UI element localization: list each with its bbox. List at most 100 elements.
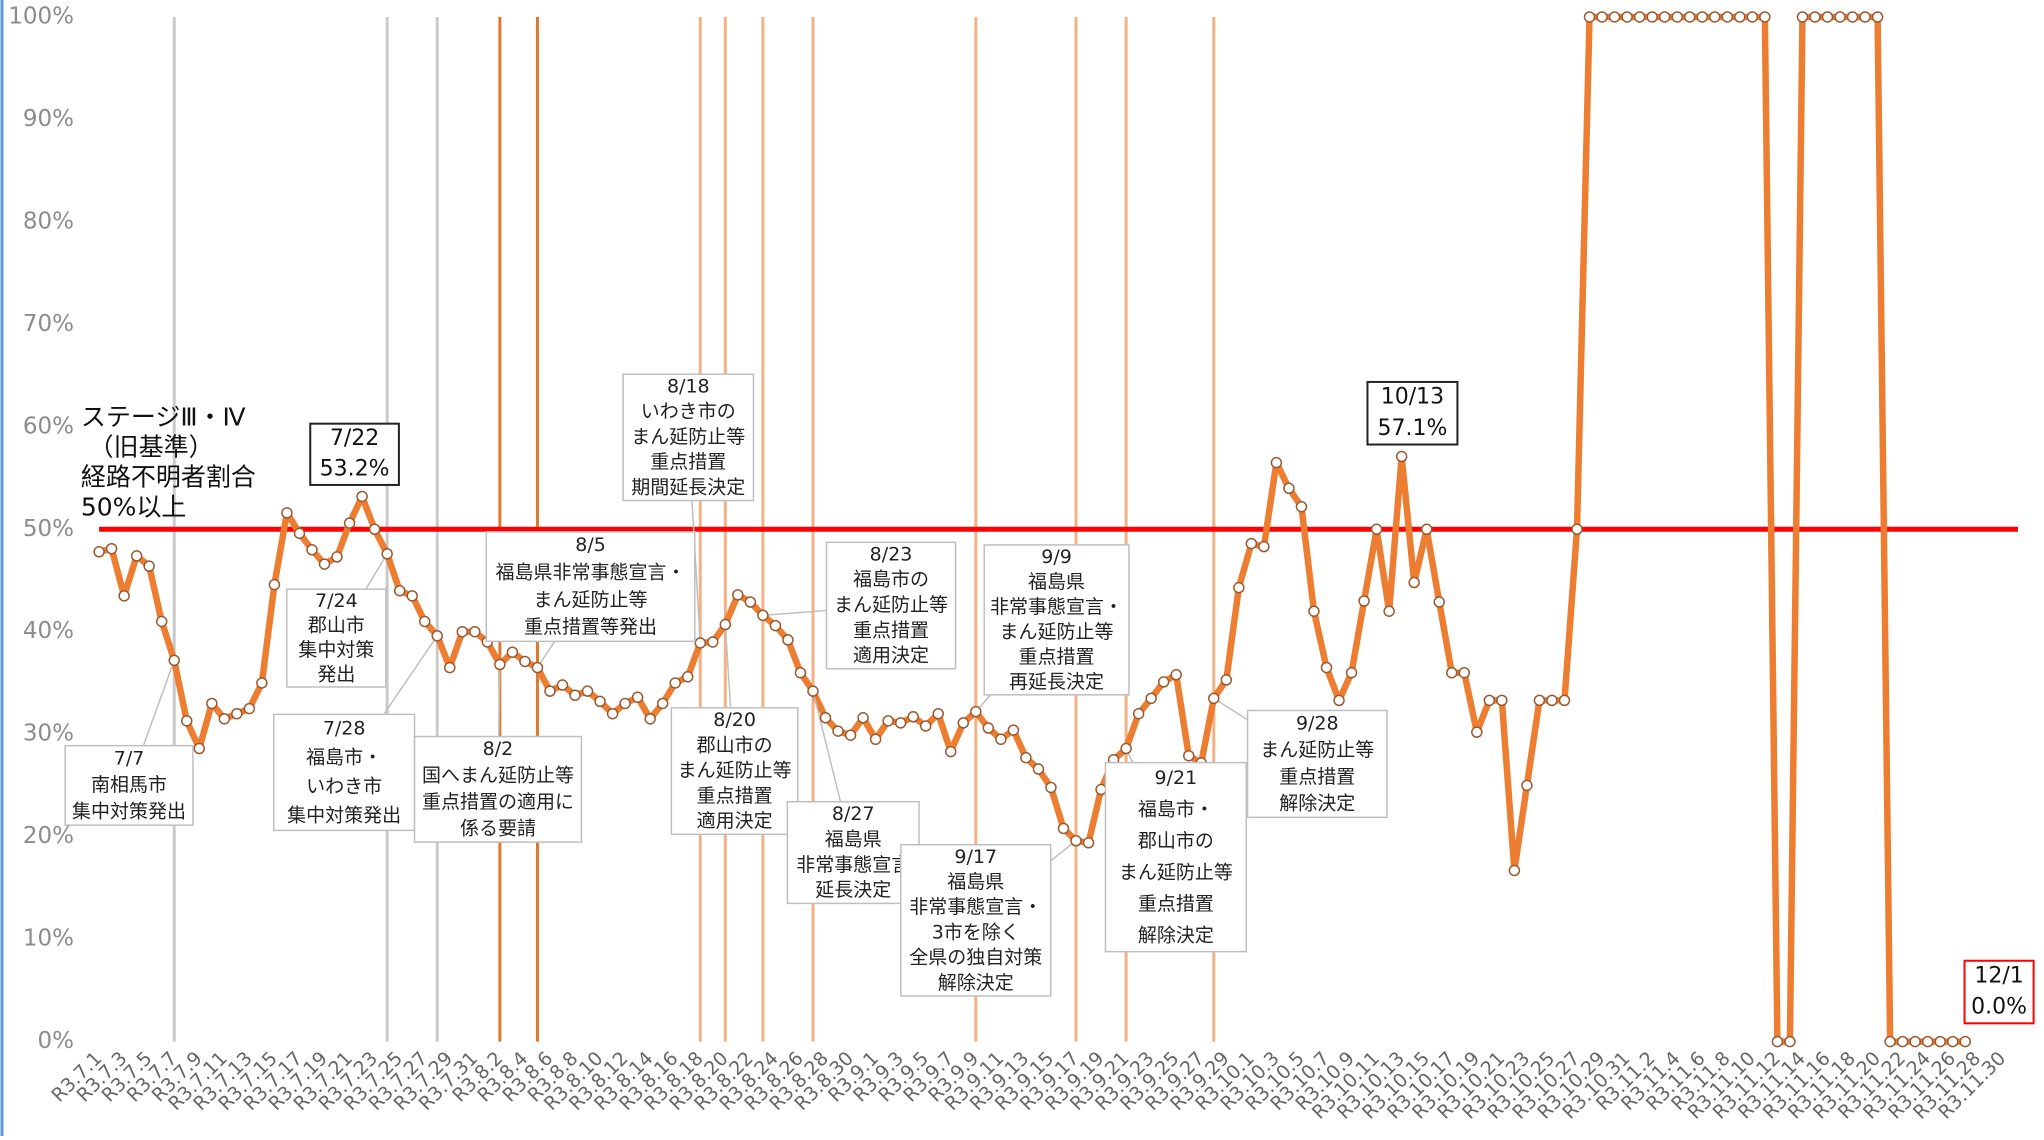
marker: [869, 733, 882, 746]
marker: [431, 630, 443, 642]
marker: [1571, 523, 1583, 536]
annotation-text: 集中対策発出: [72, 800, 186, 822]
marker: [1070, 834, 1082, 847]
data-label: 53.2%: [320, 457, 390, 482]
marker: [1333, 694, 1345, 707]
annotation-box: [1366, 380, 1459, 446]
annotation-text: 非常事態宣言: [796, 854, 910, 876]
marker: [1959, 1035, 1972, 1048]
marker: [694, 637, 707, 649]
annotation-box: [273, 713, 416, 832]
marker: [1270, 456, 1283, 469]
marker: [1921, 1035, 1934, 1048]
annotation-box: [64, 744, 194, 826]
annotation-text: 福島市・: [1138, 798, 1214, 820]
marker: [130, 550, 143, 562]
marker: [606, 707, 619, 720]
annotation-text: 南相馬市: [91, 774, 167, 796]
marker: [1633, 11, 1646, 23]
annotation-text: 重点措置等発出: [524, 616, 657, 638]
annotation-text: まん延防止等: [1119, 861, 1233, 883]
annotation-text: 8/27: [832, 803, 875, 825]
data-label: 57.1%: [1378, 416, 1448, 441]
marker: [1871, 11, 1884, 23]
marker: [1521, 779, 1533, 792]
marker: [1220, 674, 1233, 686]
marker: [832, 725, 844, 737]
marker: [656, 697, 669, 710]
marker: [1608, 11, 1621, 23]
marker: [1458, 666, 1471, 679]
annotation-text: 8/5: [575, 534, 606, 556]
marker: [1646, 11, 1658, 23]
marker: [1208, 692, 1220, 705]
marker: [1746, 11, 1759, 23]
marker: [1671, 11, 1683, 23]
annotation-box: [825, 541, 957, 670]
marker: [1471, 726, 1483, 738]
annotation-text: 9/9: [1041, 546, 1072, 568]
marker: [807, 685, 819, 697]
annotation-text: 重点措置: [697, 785, 773, 807]
annotation-box: [1963, 959, 2035, 1025]
marker: [957, 717, 970, 729]
marker: [1120, 742, 1132, 755]
annotation-text: 重点措置: [853, 619, 929, 641]
marker: [1846, 11, 1859, 23]
marker: [1020, 752, 1032, 764]
annotation-text: 係る要請: [460, 817, 536, 839]
annotation-box: [983, 544, 1130, 696]
annotation-text: いわき市: [306, 775, 382, 797]
marker: [1082, 837, 1095, 849]
marker: [982, 722, 995, 734]
marker: [105, 542, 118, 555]
annotation-box: [786, 800, 920, 905]
marker: [631, 691, 644, 704]
marker: [1420, 523, 1433, 536]
marker: [519, 655, 531, 668]
annotation-text: 7/24: [315, 590, 358, 612]
marker: [168, 654, 180, 667]
annotation-text: まん延防止等: [834, 594, 948, 616]
marker: [1596, 11, 1608, 23]
annotation-text: 解除決定: [938, 972, 1014, 994]
annotation-box: [485, 531, 696, 643]
annotation-text: 8/23: [870, 543, 913, 565]
marker: [1696, 11, 1708, 23]
marker: [231, 707, 243, 720]
marker: [569, 689, 581, 702]
marker: [857, 712, 869, 724]
marker: [882, 715, 894, 727]
marker: [1896, 1035, 1909, 1048]
marker: [1283, 482, 1295, 495]
marker: [1258, 540, 1270, 553]
marker: [581, 685, 594, 697]
marker: [594, 695, 606, 708]
marker: [281, 507, 293, 519]
marker: [844, 729, 857, 741]
marker: [1383, 605, 1395, 617]
data-label: 10/13: [1381, 385, 1444, 410]
marker: [732, 589, 744, 601]
annotation-box: [670, 707, 799, 836]
marker: [1558, 694, 1571, 707]
marker: [155, 615, 168, 628]
annotation-text: 非常事態宣言・: [990, 596, 1123, 618]
marker: [1508, 864, 1521, 877]
marker: [1946, 1035, 1959, 1048]
marker: [669, 677, 681, 689]
marker: [368, 523, 381, 536]
y-tick-label: 0%: [38, 1028, 75, 1054]
data-label: 12/1: [1974, 963, 2023, 988]
annotation-text: いわき市の: [641, 401, 736, 423]
marker: [1408, 576, 1420, 589]
marker: [894, 717, 907, 729]
marker: [494, 658, 506, 671]
marker: [1132, 707, 1145, 720]
marker: [268, 578, 281, 591]
marker: [1909, 1035, 1921, 1048]
marker: [444, 661, 456, 674]
marker: [1496, 694, 1508, 707]
marker: [1032, 763, 1045, 775]
marker: [1245, 537, 1258, 550]
